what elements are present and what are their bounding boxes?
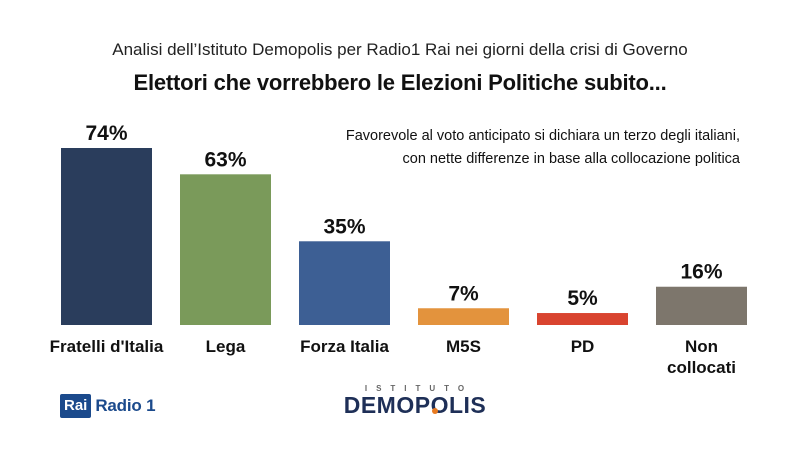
category-label-4: PD xyxy=(571,337,595,356)
chart-title: Elettori che vorrebbero le Elezioni Poli… xyxy=(133,70,667,95)
chart-note: Favorevole al voto anticipato si dichiar… xyxy=(270,125,740,171)
rai-radio1-logo: Rai Radio 1 xyxy=(60,393,156,419)
category-label-2: Forza Italia xyxy=(300,337,389,356)
bar-1 xyxy=(180,174,271,325)
bar-0 xyxy=(61,148,152,325)
value-label-2: 35% xyxy=(323,215,365,238)
note-line-1: Favorevole al voto anticipato si dichiar… xyxy=(345,128,740,144)
value-label-4: 5% xyxy=(567,287,598,310)
chart-subtitle: Analisi dell’Istituto Demopolis per Radi… xyxy=(112,40,688,59)
demopolis-logo-word: DEMOPOLIS xyxy=(343,392,487,418)
category-label-5: Non collocati xyxy=(667,337,736,377)
demopolis-logo-dot-icon xyxy=(432,408,438,414)
radio1-logo-text: Radio 1 xyxy=(95,396,156,415)
category-label-3: M5S xyxy=(446,337,481,356)
bar-5 xyxy=(656,286,747,325)
value-label-3: 7% xyxy=(448,282,479,305)
bar-4 xyxy=(537,313,628,325)
demopolis-logo-top: ISTITUTO xyxy=(364,384,474,393)
category-label-1: Lega xyxy=(206,337,246,356)
category-label-0: Fratelli d'Italia xyxy=(50,337,164,356)
value-label-1: 63% xyxy=(204,148,246,171)
bar-3 xyxy=(418,308,509,325)
demopolis-logo-main: DEMOPOLIS xyxy=(320,392,510,419)
value-label-0: 74% xyxy=(85,122,127,145)
rai-logo-box: Rai xyxy=(60,394,92,418)
demopolis-logo: ISTITUTO DEMOPOLIS xyxy=(320,384,510,419)
value-label-5: 16% xyxy=(680,261,722,284)
note-line-2: con nette differenze in base alla colloc… xyxy=(402,151,740,167)
bar-2 xyxy=(299,241,390,325)
